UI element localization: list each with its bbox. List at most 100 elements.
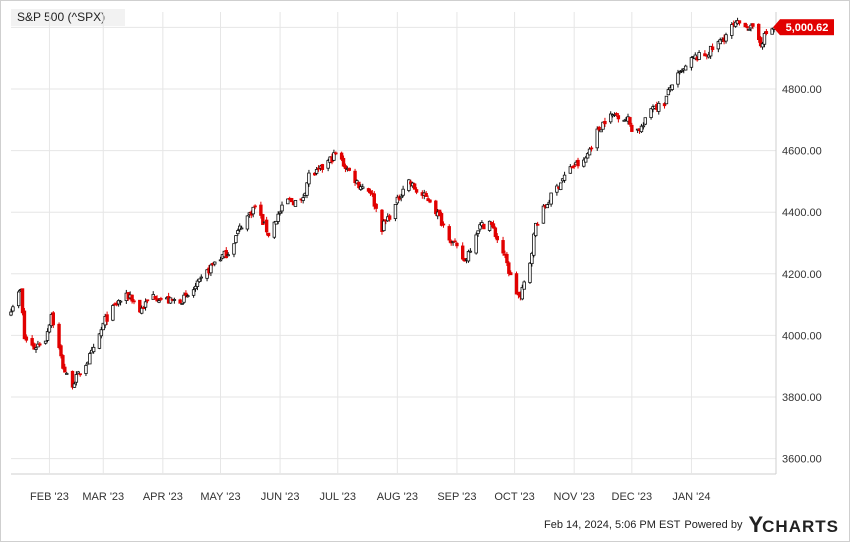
x-tick-label: MAR '23	[82, 491, 124, 503]
candle-body	[105, 314, 109, 322]
candle-body	[9, 311, 13, 316]
candle-body	[374, 203, 378, 209]
candle-body	[78, 373, 82, 376]
candle-body	[76, 371, 80, 374]
candle-body	[643, 117, 647, 125]
candle-body	[186, 295, 190, 298]
candle-body	[111, 305, 115, 321]
candle-body	[74, 374, 79, 383]
candle-body	[159, 298, 163, 300]
candle-body	[72, 383, 77, 388]
candle-body	[312, 172, 317, 176]
candle-body	[182, 294, 186, 303]
candle-body	[141, 307, 146, 310]
candle-body	[555, 185, 559, 193]
candle-body	[153, 295, 157, 300]
candle-body	[45, 331, 50, 341]
candle-body	[762, 33, 767, 45]
y-axis: 3600.00 3800.00 4000.00 4200.00 4400.00 4600.…	[782, 22, 822, 465]
candle-body	[670, 84, 674, 90]
candle-body	[678, 71, 682, 73]
candle-body	[326, 160, 330, 169]
candle-body	[530, 252, 534, 265]
candle-body	[439, 213, 444, 226]
candle-body	[614, 113, 619, 115]
candle-body	[36, 343, 40, 348]
chart-title: S&P 500 (^SPX)	[11, 9, 125, 26]
candle-body	[764, 31, 769, 34]
candle-body	[197, 278, 202, 283]
candle-body	[509, 272, 513, 276]
candle-body	[59, 345, 63, 357]
candle-body	[514, 273, 519, 295]
candle-body	[689, 57, 694, 68]
candles	[9, 17, 778, 390]
last-price-label: 5,000.62	[786, 22, 829, 34]
y-tick-label: 3800.00	[782, 392, 822, 404]
candle-body	[266, 232, 271, 237]
candle-body	[664, 95, 669, 105]
candle-body	[595, 128, 599, 149]
candle-body	[184, 292, 188, 296]
candle-body	[34, 347, 38, 350]
candle-body	[541, 205, 546, 224]
candle-body	[305, 182, 309, 196]
candle-body	[453, 240, 457, 243]
candle-body	[628, 117, 632, 125]
candle-body	[603, 120, 607, 125]
x-tick-label: JUL '23	[319, 491, 356, 503]
y-tick-label: 4000.00	[782, 330, 822, 342]
candle-body	[455, 242, 459, 247]
candle-body	[382, 220, 386, 232]
candle-body	[199, 276, 203, 279]
candle-body	[191, 289, 196, 296]
ycharts-logo[interactable]: Y CHARTS	[748, 514, 839, 536]
candle-body	[132, 300, 136, 303]
candle-body	[516, 291, 521, 296]
candle-body	[180, 303, 184, 305]
candle-body	[209, 264, 213, 274]
candle-body	[528, 262, 532, 283]
y-tick-label: 4600.00	[782, 146, 822, 158]
candle-body	[320, 164, 325, 170]
candle-body	[697, 52, 701, 60]
candle-body	[401, 188, 405, 196]
candle-body	[387, 215, 392, 220]
price-tag-box	[780, 19, 834, 36]
candle-body	[582, 159, 586, 167]
candle-body	[272, 221, 277, 238]
candle-body	[289, 197, 294, 203]
candle-body	[172, 299, 177, 301]
logo-y: Y	[748, 512, 763, 537]
candle-body	[130, 294, 134, 302]
y-tick-label: 4400.00	[782, 207, 822, 219]
y-tick-label: 4800.00	[782, 84, 822, 96]
candle-body	[757, 23, 761, 41]
candle-body	[399, 195, 403, 199]
candle-body	[407, 179, 411, 191]
candle-body	[395, 196, 400, 204]
candle-body	[716, 41, 721, 50]
candle-body	[572, 165, 576, 168]
candle-body	[264, 219, 269, 233]
candle-body	[393, 203, 398, 219]
candle-body	[261, 214, 265, 225]
candle-body	[353, 170, 357, 184]
candle-body	[495, 235, 499, 241]
candle-body	[218, 259, 223, 262]
candle-body	[368, 190, 373, 194]
candle-body	[334, 152, 338, 155]
candle-body	[770, 28, 774, 35]
candle-body	[434, 200, 438, 215]
y-tick-label: 4200.00	[782, 269, 822, 281]
candle-body	[205, 269, 209, 279]
candle-body	[332, 152, 336, 161]
candle-body	[601, 121, 605, 130]
candle-body	[441, 223, 446, 226]
candle-body	[597, 126, 601, 131]
candle-body	[639, 125, 644, 133]
candle-body	[412, 183, 417, 190]
candle-body	[274, 220, 278, 225]
candle-body	[612, 114, 617, 116]
